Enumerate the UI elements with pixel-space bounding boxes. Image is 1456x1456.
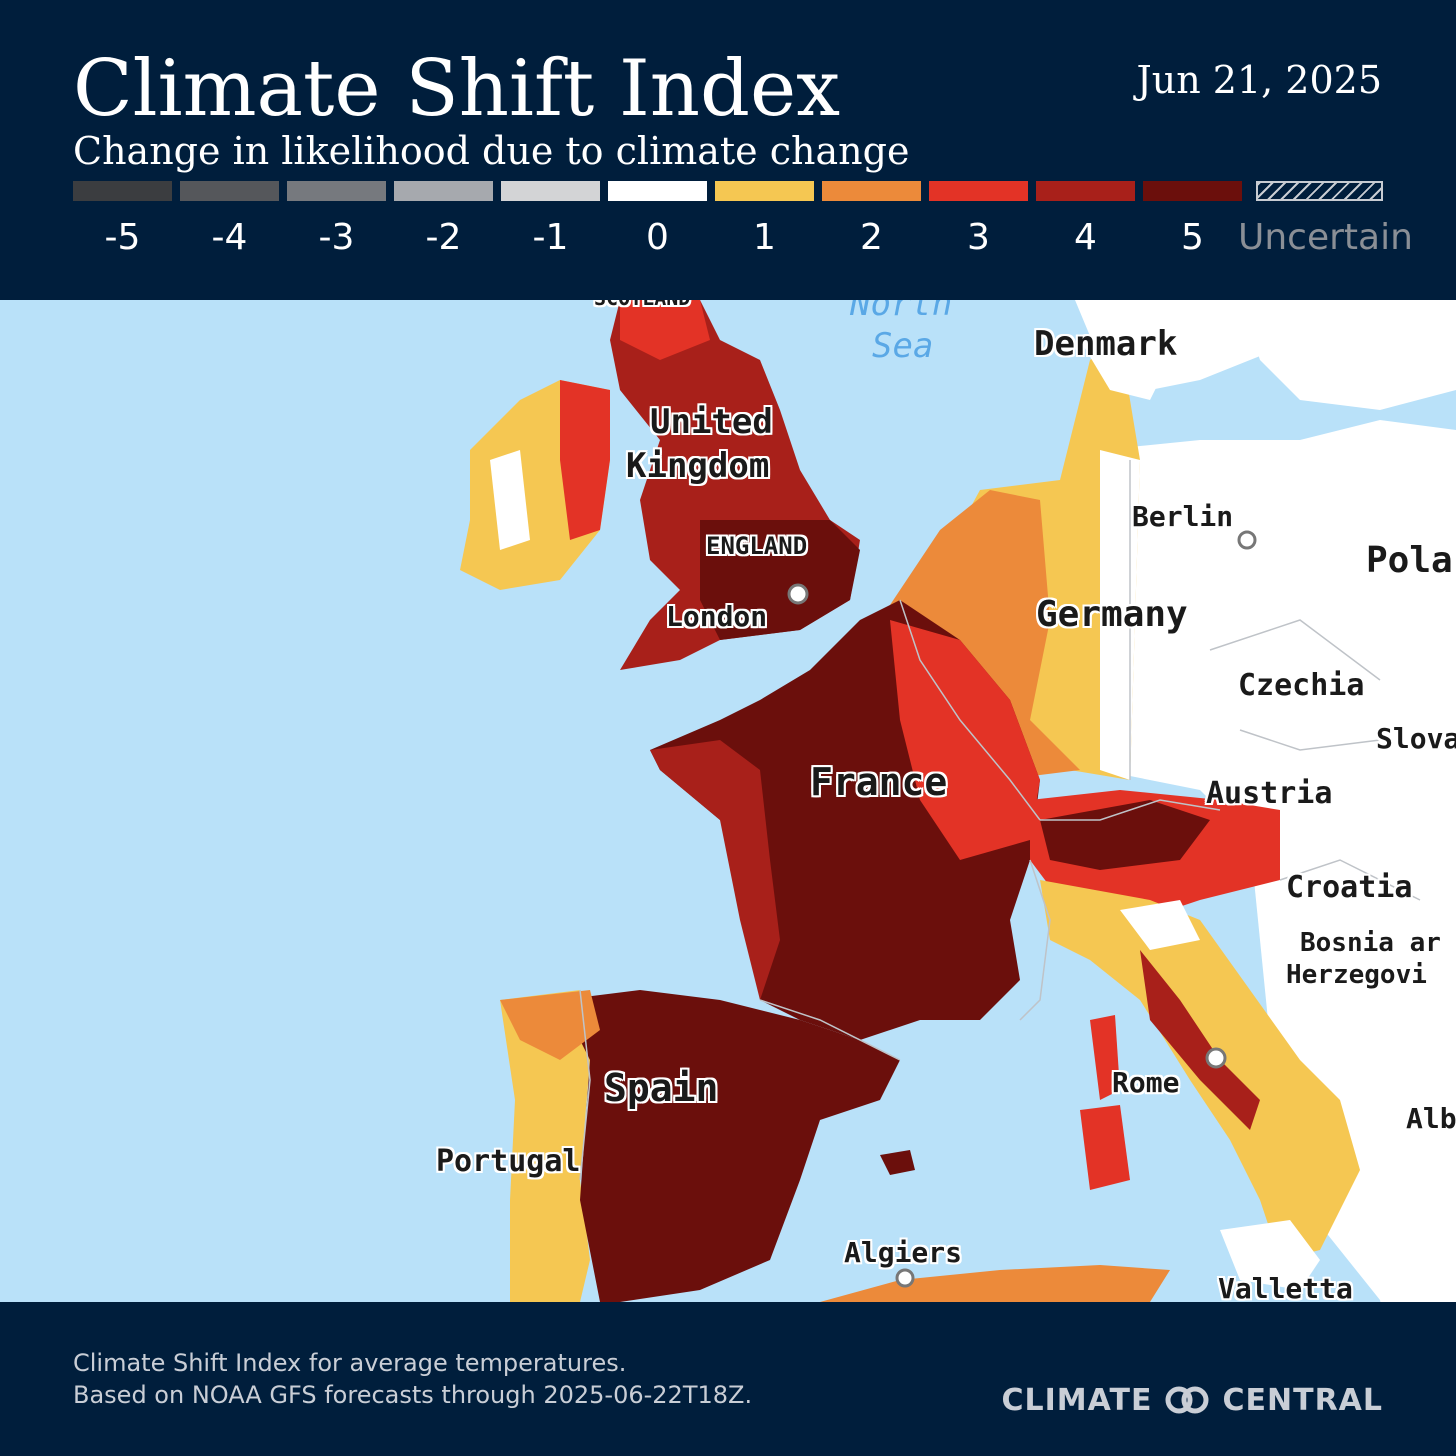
map-label-north-sea-2: Sea [872, 326, 934, 366]
map: SCOTLAND North Sea Denmark United Kingdo… [0, 300, 1456, 1302]
land-portugal [500, 990, 590, 1302]
map-label-germany: Germany [1036, 594, 1188, 635]
map-label-spain: Spain [604, 1066, 719, 1110]
legend-label-3: 3 [967, 217, 990, 258]
map-label-croatia: Croatia [1286, 870, 1413, 905]
map-label-rome: Rome [1112, 1066, 1180, 1099]
legend-label--4: -4 [211, 217, 248, 258]
berlin-marker-icon [1237, 530, 1257, 550]
land-denmark [1080, 330, 1170, 400]
legend-swatch--1 [501, 181, 600, 201]
climate-central-logo: CLIMATE CENTRAL [1001, 1380, 1383, 1420]
legend-swatch--2 [394, 181, 493, 201]
map-label-berlin: Berlin [1132, 500, 1234, 533]
legend-label-1: 1 [753, 217, 776, 258]
color-legend: Uncertain -5 -4 -3 -2 -1 0 1 2 3 4 5 [73, 181, 1413, 271]
legend-swatch-4 [1036, 181, 1135, 201]
footer-note-line1: Climate Shift Index for average temperat… [73, 1349, 627, 1377]
map-label-valletta: Valletta [1218, 1272, 1353, 1302]
map-label-herzegovina: Herzegovi [1286, 960, 1427, 990]
map-label-portugal: Portugal [436, 1144, 581, 1179]
map-label-scotland: SCOTLAND [594, 300, 690, 310]
land-scotland-north [620, 300, 710, 360]
rome-marker-icon [1205, 1047, 1227, 1069]
legend-label--2: -2 [425, 217, 462, 258]
legend-swatch-1 [715, 181, 814, 201]
map-label-poland: Pola [1366, 540, 1453, 581]
legend-swatch-2 [822, 181, 921, 201]
legend-swatch-5 [1143, 181, 1242, 201]
legend-label-5: 5 [1181, 217, 1204, 258]
legend-swatch-uncertain [1256, 181, 1383, 201]
map-label-slovakia: Slova [1376, 722, 1456, 755]
legend-swatch-0 [608, 181, 707, 201]
legend-label-0: 0 [646, 217, 669, 258]
land-italy-center [1120, 900, 1200, 950]
land-england-south [700, 520, 860, 640]
map-label-albania: Alb [1406, 1102, 1456, 1135]
land-spain-northwest [500, 990, 600, 1060]
land-sardinia [1080, 1105, 1130, 1190]
map-label-austria: Austria [1206, 776, 1333, 811]
legend-label-2: 2 [860, 217, 883, 258]
header: Climate Shift Index Change in likelihood… [0, 0, 1456, 300]
legend-label--5: -5 [104, 217, 141, 258]
land-france-east [890, 620, 1040, 860]
london-marker-icon [787, 583, 809, 605]
land-ireland-center [490, 450, 530, 550]
legend-swatch--4 [180, 181, 279, 201]
map-label-england: ENGLAND [706, 532, 808, 560]
brand-text-right: CENTRAL [1222, 1382, 1383, 1418]
legend-label-uncertain: Uncertain [1238, 217, 1413, 258]
land-ireland-east [560, 380, 610, 540]
map-label-bosnia: Bosnia ar [1300, 928, 1441, 958]
land-sicily [1220, 1220, 1320, 1290]
legend-swatch--3 [287, 181, 386, 201]
land-spain [560, 990, 900, 1302]
country-borders [579, 460, 1421, 1181]
land-italy-west [1140, 950, 1260, 1130]
page-subtitle: Change in likelihood due to climate chan… [73, 129, 910, 173]
map-label-czechia: Czechia [1238, 668, 1365, 703]
legend-swatch-3 [929, 181, 1028, 201]
city-markers [787, 530, 1257, 1288]
brand-text-left: CLIMATE [1001, 1382, 1153, 1418]
map-label-london: London [666, 600, 768, 633]
map-label-france: France [810, 760, 948, 804]
land-france-west [650, 740, 780, 1000]
algiers-marker-icon [895, 1268, 915, 1288]
legend-label--1: -1 [532, 217, 569, 258]
map-label-kingdom: Kingdom [626, 446, 770, 486]
legend-label-4: 4 [1074, 217, 1097, 258]
map-label-north-sea-1: North [850, 300, 953, 324]
land-mallorca [880, 1150, 915, 1175]
land-sweden [1240, 300, 1456, 410]
footer-note-line2: Based on NOAA GFS forecasts through 2025… [73, 1381, 753, 1409]
land-north-africa [820, 1265, 1170, 1302]
map-label-united: United [650, 402, 773, 442]
footer: Climate Shift Index for average temperat… [0, 1302, 1456, 1456]
map-canvas [460, 300, 1456, 1302]
land-corsica [1090, 1015, 1120, 1100]
legend-swatch--5 [73, 181, 172, 201]
legend-label--3: -3 [318, 217, 355, 258]
date-label: Jun 21, 2025 [1136, 58, 1382, 102]
land-switzerland [1040, 800, 1210, 870]
climate-central-logo-icon [1165, 1386, 1209, 1414]
map-label-algiers: Algiers [844, 1236, 963, 1269]
map-label-denmark: Denmark [1034, 324, 1178, 364]
page-title: Climate Shift Index [73, 44, 841, 134]
